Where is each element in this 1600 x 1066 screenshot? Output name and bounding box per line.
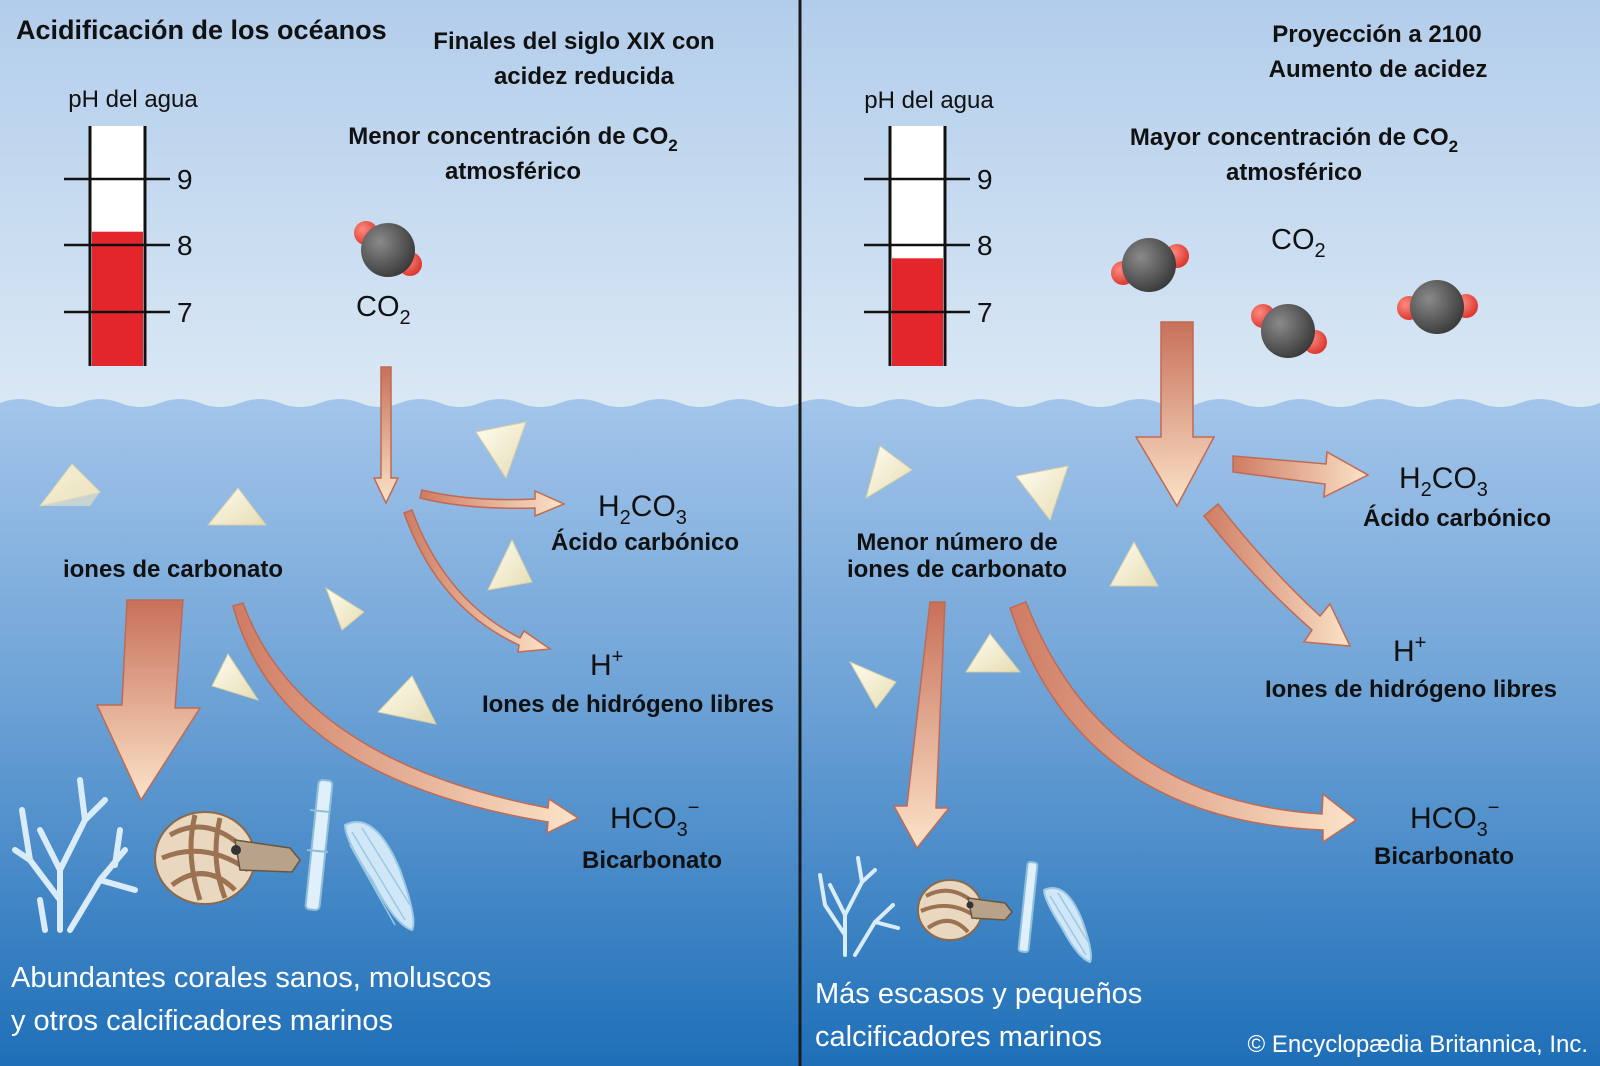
right-arrow-to-bicarbonate — [1009, 601, 1358, 844]
left-hplus-formula: H+ — [590, 646, 623, 682]
left-acid-name: Ácido carbónico — [551, 528, 739, 556]
right-arrow-to-hplus — [1202, 502, 1352, 647]
right-header-line1: Proyección a 2100 — [1272, 21, 1481, 48]
right-ph-label: pH del agua — [864, 87, 994, 114]
left-caption-line1: Abundantes corales sanos, moluscos — [11, 962, 491, 994]
left-ph-label: pH del agua — [68, 86, 198, 113]
right-bicarbonate-name: Bicarbonato — [1374, 843, 1514, 870]
left-caption-line2: y otros calcificadores marinos — [11, 1005, 393, 1037]
left-ph-tick-label-8: 8 — [177, 230, 193, 261]
left-arrow-to-h2co3 — [419, 489, 566, 518]
left-ph-tick-label-9: 9 — [177, 164, 193, 195]
left-hco3-formula: HCO3− — [610, 797, 699, 841]
right-ph-gauge: pH del agua 9 8 7 — [864, 87, 994, 366]
right-co2-molecule-icon-3 — [1397, 280, 1478, 334]
right-header-line2: Aumento de acidez — [1269, 56, 1488, 83]
right-coral-icon — [818, 856, 900, 957]
right-co2-concentration-label: Mayor concentración de CO2 — [1130, 124, 1458, 156]
left-co2-molecule-icon — [354, 221, 422, 277]
right-co2-molecule-icon-1 — [1111, 238, 1189, 292]
right-carbonate-label-line2: iones de carbonato — [847, 556, 1067, 583]
right-h2co3-formula: H2CO3 — [1399, 462, 1488, 501]
left-co2-concentration-label-line2: atmosférico — [445, 158, 581, 185]
left-arrow-to-hplus — [403, 509, 553, 653]
right-diatom-icon — [1017, 861, 1039, 953]
left-carbonate-crystals — [38, 421, 533, 725]
left-bicarbonate-name: Bicarbonato — [582, 847, 722, 874]
left-ph-level — [92, 231, 143, 366]
right-small-down-arrow — [892, 601, 951, 850]
left-carbonate-label: iones de carbonato — [63, 556, 283, 583]
left-header-line1: Finales del siglo XIX con — [433, 28, 714, 55]
right-caption-line2: calcificadores marinos — [815, 1021, 1102, 1053]
left-co2-label: CO2 — [356, 291, 411, 329]
left-co2-concentration-label: Menor concentración de CO2 — [348, 123, 678, 155]
left-header-line2: acidez reducida — [494, 63, 675, 90]
right-acid-name: Ácido carbónico — [1363, 504, 1551, 532]
right-co2-molecule-icon-2 — [1251, 304, 1327, 358]
right-ph-tick-label-9: 9 — [977, 164, 993, 195]
right-hco3-formula: HCO3− — [1410, 797, 1499, 841]
left-pteropod-icon — [343, 821, 415, 932]
right-hplus-formula: H+ — [1393, 632, 1426, 668]
right-carbonate-label-line1: Menor número de — [856, 529, 1057, 556]
right-caption-line1: Más escasos y pequeños — [815, 978, 1142, 1010]
right-pteropod-icon — [1042, 887, 1092, 964]
right-carbonate-crystals — [848, 445, 1159, 709]
right-arrow-to-h2co3 — [1232, 450, 1370, 499]
right-ph-tick-label-7: 7 — [977, 297, 993, 328]
right-ph-tick-label-8: 8 — [977, 230, 993, 261]
right-nautilus-icon — [917, 879, 1013, 941]
left-co2-down-arrow — [372, 366, 400, 505]
right-co2-concentration-label-line2: atmosférico — [1226, 159, 1362, 186]
left-nautilus-icon — [154, 811, 301, 905]
diagram-title: Acidificación de los océanos — [16, 15, 387, 45]
left-h2co3-formula: H2CO3 — [598, 490, 687, 529]
copyright: © Encyclopædia Britannica, Inc. — [1247, 1031, 1588, 1058]
left-hydrogen-name: Iones de hidrógeno libres — [482, 691, 774, 718]
left-ph-gauge: pH del agua 9 8 7 — [64, 86, 198, 366]
left-arrow-to-bicarbonate — [232, 602, 580, 835]
right-co2-down-arrow — [1134, 321, 1216, 508]
right-co2-label: CO2 — [1271, 224, 1326, 262]
left-big-down-arrow — [95, 599, 202, 802]
right-hydrogen-name: Iones de hidrógeno libres — [1265, 676, 1557, 703]
left-diatom-icon — [304, 779, 334, 911]
left-coral-icon — [12, 777, 138, 933]
left-ph-tick-label-7: 7 — [177, 297, 193, 328]
